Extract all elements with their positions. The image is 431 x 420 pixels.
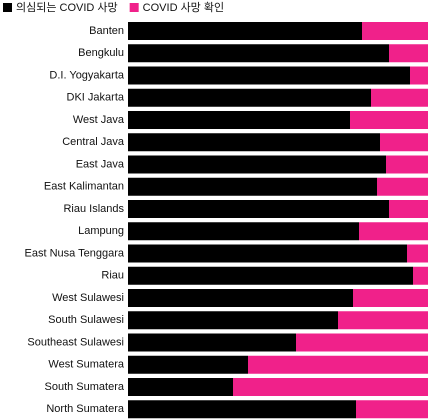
y-tick-label: South Sulawesi [48,314,124,326]
bar-segment [128,355,248,374]
bar-segment [128,311,338,330]
y-tick-label: Lampung [78,225,124,237]
bar-segment [377,177,428,196]
bar-segment [128,133,380,152]
bar-segment [353,289,428,307]
bar-segment [128,222,359,241]
bar-segment [413,266,428,285]
bar-segment [362,22,428,40]
bar-segment [389,44,428,63]
y-tick-label: D.I. Yogyakarta [49,69,124,81]
legend-swatch [3,3,12,12]
bar-segment [371,88,428,107]
bar-segment [128,289,353,307]
y-tick-label: West Sulawesi [52,292,124,304]
bar-segment [233,378,428,396]
y-tick-label: West Sumatera [48,359,124,371]
bar-segment [386,155,428,174]
y-tick-label: Riau Islands [63,203,124,215]
bar-segment [128,66,410,85]
legend-label: 의심되는 COVID 사망 [16,1,118,14]
y-tick-label: East Java [76,158,125,170]
y-tick-label: North Sumatera [46,403,125,415]
bar-segment [128,266,413,285]
y-tick-label: Bengkulu [78,47,124,59]
y-tick-label: West Java [73,114,125,126]
bar-segment [389,200,428,218]
legend-swatch [129,3,139,12]
bar-segment [128,44,389,63]
bar-segment [338,311,428,330]
bar-segment [356,400,428,419]
bar-segment [128,177,377,196]
bar-segment [407,244,428,263]
bar-segment [128,155,386,174]
bar-segment [128,111,350,129]
y-tick-label: East Kalimantan [44,181,124,193]
bar-segment [128,200,389,218]
bar-segment [128,333,296,352]
bar-segment [128,400,356,419]
bar-segment [128,22,362,40]
y-tick-label: East Nusa Tenggara [25,247,125,259]
bar-segment [350,111,428,129]
bar-segment [380,133,428,152]
bar-segment [296,333,428,352]
bar-segment [410,66,428,85]
bar-segment [359,222,428,241]
legend-label: COVID 사망 확인 [143,1,224,14]
y-tick-label: Southeast Sulawesi [27,336,124,348]
bar-segment [128,244,407,263]
y-tick-label: Central Java [62,136,125,148]
y-tick-label: Riau [101,270,124,282]
bar-segment [128,378,233,396]
y-tick-label: South Sumatera [45,381,125,393]
y-tick-label: Banten [89,25,124,37]
bar-segment [128,88,371,107]
y-tick-label: DKI Jakarta [67,92,125,104]
bar-segment [248,355,428,374]
